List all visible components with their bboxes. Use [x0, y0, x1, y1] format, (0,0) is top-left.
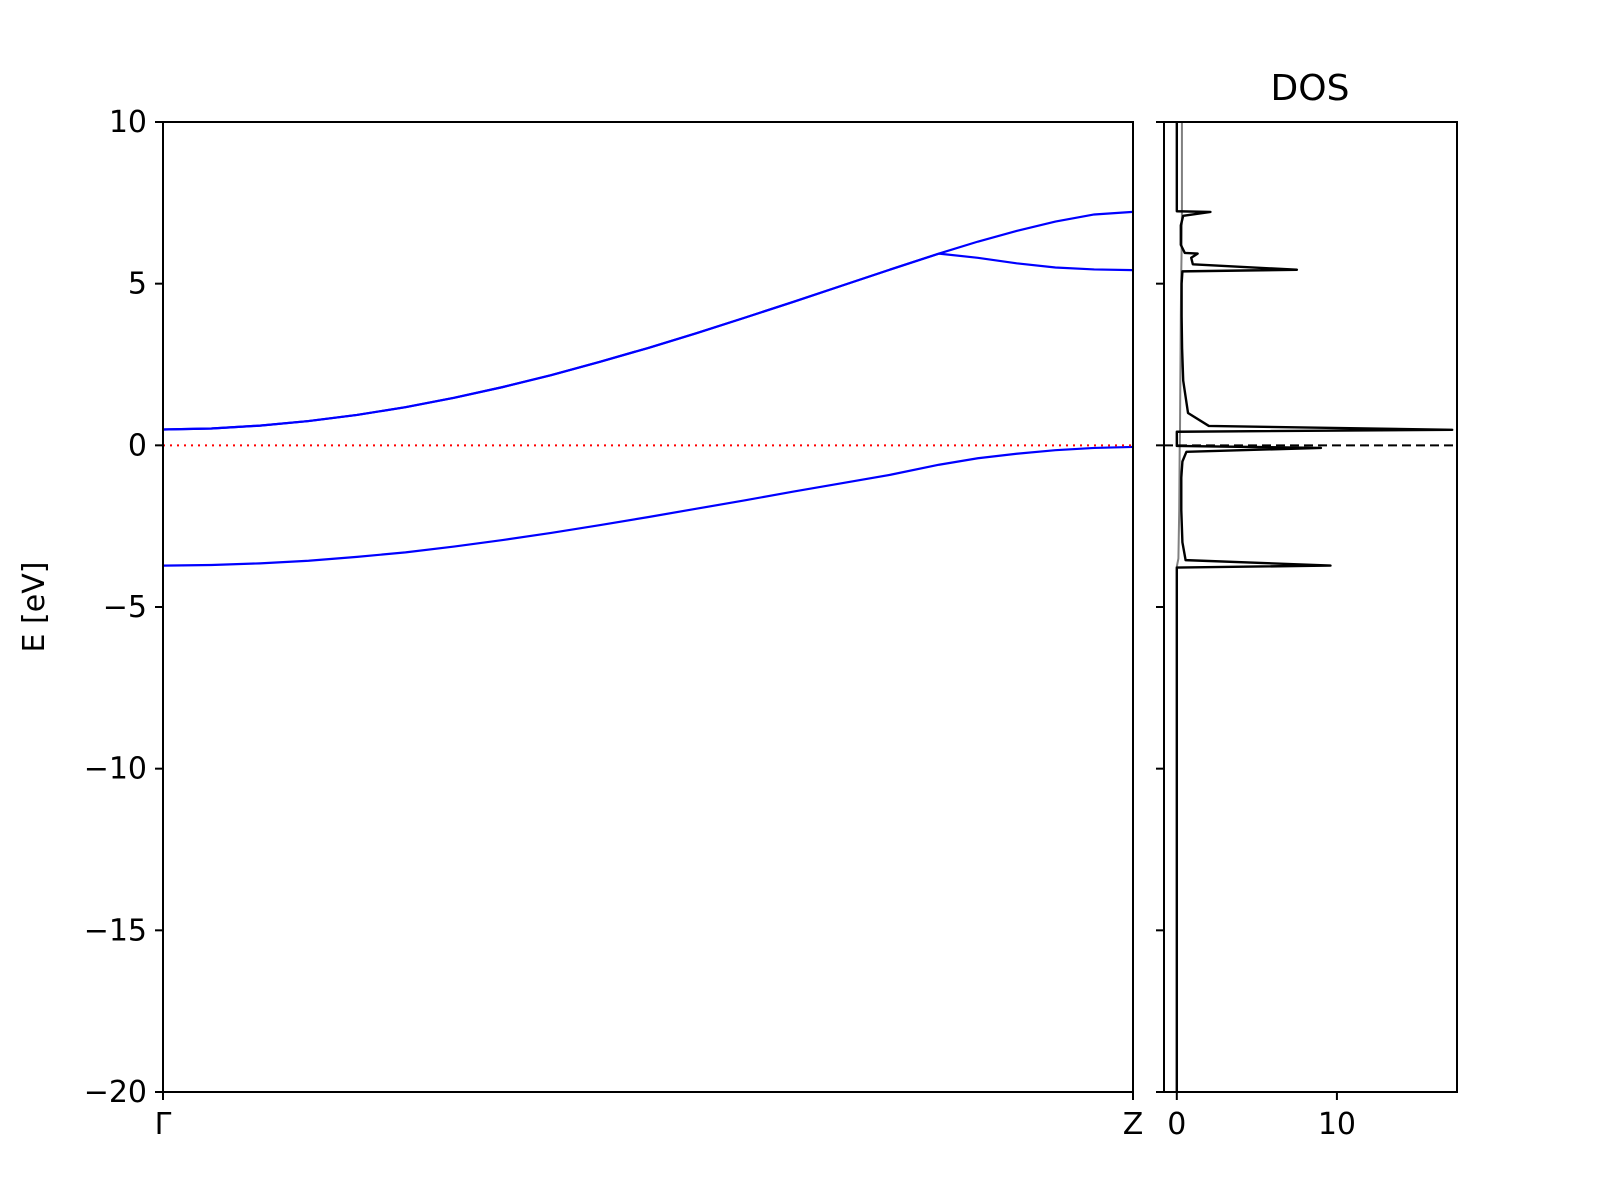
dos-lines — [1175, 122, 1454, 1092]
band-y-tick-label: −20 — [84, 1075, 147, 1110]
band-line-1 — [163, 445, 1133, 567]
band-lines — [163, 210, 1133, 567]
dos-title: DOS — [1271, 68, 1350, 109]
band-y-ticks: 10 5 0 −5 −10 −15 −20 — [84, 105, 163, 1110]
dos-x-tick-label: 10 — [1318, 1107, 1356, 1142]
dos-plot-frame — [1163, 121, 1458, 1093]
dos-x-ticks: 0 10 — [1167, 1092, 1356, 1142]
band-plot-frame — [162, 121, 1134, 1093]
band-y-axis-label: E [eV] — [17, 562, 52, 653]
band-y-tick-label: 10 — [109, 105, 147, 140]
band-line-3 — [163, 252, 1133, 431]
dos-y-ticks — [1156, 121, 1164, 1093]
dos-total-line — [1175, 122, 1454, 1092]
band-y-tick-label: −5 — [103, 590, 147, 625]
band-y-tick-label: 5 — [128, 267, 147, 302]
dos-x-tick-label: 0 — [1167, 1107, 1186, 1142]
band-y-tick-label: −15 — [84, 913, 147, 948]
dos-panel: 0 10 DOS — [1156, 68, 1458, 1142]
band-x-tick-label: Γ — [155, 1107, 172, 1142]
band-y-tick-label: −10 — [84, 752, 147, 787]
band-x-tick-label: Z — [1123, 1107, 1144, 1142]
band-y-tick-label: 0 — [128, 428, 147, 463]
band-line-2 — [163, 210, 1133, 431]
